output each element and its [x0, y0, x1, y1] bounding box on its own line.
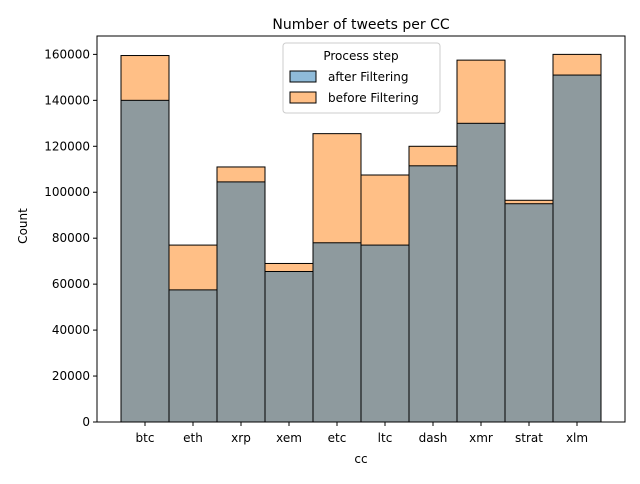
- legend-title: Process step: [323, 49, 398, 63]
- legend-frame: [282, 42, 441, 114]
- bar-after-filtering-xmr: [456, 122, 506, 423]
- axes-layer: btc eth xrp xem etc ltc dash xmr strat xlm 0 20000 4…: [44, 35, 626, 445]
- x-tick-label-xrp: xrp: [231, 431, 251, 445]
- x-tick-label-etc: etc: [328, 431, 347, 445]
- x-tick-label-dash: dash: [419, 431, 448, 445]
- y-tick-label-140000: 140000: [44, 93, 90, 107]
- y-tick-label-20000: 20000: [52, 369, 90, 383]
- legend-label-after-filtering: after Filtering: [328, 70, 408, 84]
- y-tick-label-80000: 80000: [52, 231, 90, 245]
- x-tick-label-btc: btc: [136, 431, 155, 445]
- x-axis-label: cc: [354, 452, 367, 466]
- x-tick-label-xlm: xlm: [566, 431, 588, 445]
- legend-swatch-before-filtering: [289, 91, 317, 104]
- x-tick-label-xem: xem: [276, 431, 302, 445]
- legend-swatch-after-filtering: [289, 70, 317, 83]
- bar-after-filtering-dash: [408, 165, 458, 423]
- bar-after-filtering-xlm: [552, 74, 602, 423]
- y-tick-label-60000: 60000: [52, 277, 90, 291]
- bar-after-filtering-strat: [504, 203, 554, 423]
- x-tick-label-strat: strat: [515, 431, 543, 445]
- bar-after-filtering-etc: [312, 242, 362, 423]
- bar-after-filtering-eth: [168, 289, 218, 423]
- y-tick-label-100000: 100000: [44, 185, 90, 199]
- bars-layer: [120, 53, 602, 423]
- y-axis-label: Count: [16, 208, 30, 244]
- x-tick-label-eth: eth: [183, 431, 203, 445]
- x-tick-label-xmr: xmr: [469, 431, 493, 445]
- legend: Process step after Filtering before Filt…: [282, 42, 441, 114]
- bar-after-filtering-ltc: [360, 244, 410, 423]
- legend-label-before-filtering: before Filtering: [328, 91, 419, 105]
- x-tick-label-ltc: ltc: [378, 431, 393, 445]
- bar-after-filtering-xem: [264, 271, 314, 423]
- bar-after-filtering-xrp: [216, 181, 266, 423]
- y-tick-label-160000: 160000: [44, 47, 90, 61]
- plot-frame: [96, 35, 626, 423]
- bar-after-filtering-btc: [120, 99, 170, 423]
- y-tick-label-40000: 40000: [52, 323, 90, 337]
- y-tick-label-120000: 120000: [44, 139, 90, 153]
- chart-title: Number of tweets per CC: [272, 17, 450, 33]
- y-tick-label-0: 0: [82, 415, 90, 429]
